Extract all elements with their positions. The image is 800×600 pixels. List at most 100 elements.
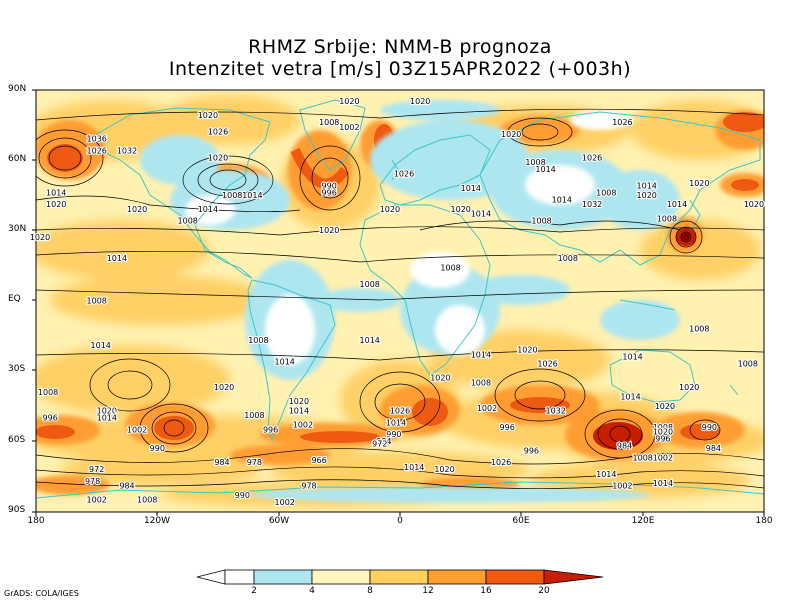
isobar-label: 1014 <box>622 353 642 362</box>
isobar-label: 1020 <box>434 465 454 474</box>
isobar-label: 1002 <box>339 123 359 132</box>
isobar-label: 1014 <box>653 479 673 488</box>
isobar-label: 1026 <box>612 118 632 127</box>
isobar-label: 984 <box>119 482 134 491</box>
isobar-label: 1026 <box>390 407 410 416</box>
isobar-label: 1014 <box>97 414 117 423</box>
isobar-label: 1020 <box>214 383 234 392</box>
colorbar-label: 4 <box>309 586 315 596</box>
isobar-label: 978 <box>301 482 316 491</box>
colorbar-label: 8 <box>367 586 373 596</box>
isobar-label: 1008 <box>222 191 242 200</box>
isobar-label: 1020 <box>380 205 400 214</box>
isobar-label: 1020 <box>339 97 359 106</box>
isobar-label: 1020 <box>289 397 309 406</box>
isobar-label: 1008 <box>689 325 709 334</box>
colorbar-swatch <box>311 569 371 585</box>
isobar-label: 1014 <box>637 182 657 191</box>
lat-label: 90N <box>8 84 27 94</box>
isobar-label: 1002 <box>293 421 313 430</box>
colorbar-label: 12 <box>422 586 434 596</box>
isobar-label: 1020 <box>319 226 339 235</box>
isobar-label: 996 <box>43 414 58 423</box>
isobar-label: 978 <box>85 477 100 486</box>
isobar-label: 1008 <box>531 217 551 226</box>
isobar-label: 1014 <box>46 189 66 198</box>
isobar-label: 1002 <box>87 496 107 505</box>
credit-text: GrADS: COLA/IGES <box>4 589 79 598</box>
isobar-label: 1020 <box>410 97 430 106</box>
isobar-label: 996 <box>322 189 337 198</box>
lon-label: 180 <box>27 516 45 526</box>
isobar-label: 1014 <box>471 350 491 359</box>
isobar-label: 1026 <box>87 146 107 155</box>
isobar-label: 1032 <box>117 146 137 155</box>
isobar-label: 1020 <box>198 111 218 120</box>
isobar-label: 984 <box>376 437 391 446</box>
isobar-label: 1014 <box>471 210 491 219</box>
isobar-label: 1014 <box>198 205 218 214</box>
isobar-label: 1014 <box>91 341 111 350</box>
isobar-label: 1020 <box>46 200 66 209</box>
lon-label: 60E <box>512 516 530 526</box>
isobar-label: 1008 <box>738 360 758 369</box>
lon-label: 120W <box>143 516 171 526</box>
isobar-label: 1014 <box>289 407 309 416</box>
lat-label: 90S <box>8 505 26 515</box>
colorbar-swatch <box>485 569 545 585</box>
lon-label: 60W <box>268 516 290 526</box>
isobar-label: 1014 <box>275 357 295 366</box>
colorbar-label: 20 <box>538 586 550 596</box>
isobar-label: 984 <box>617 442 632 451</box>
colorbar-swatch <box>427 569 487 585</box>
isobar-label: 1008 <box>471 378 491 387</box>
isobar-label: 1036 <box>87 135 107 144</box>
axis-ticks <box>32 89 765 516</box>
isobar-label: 1020 <box>501 130 521 139</box>
isobar-label: 1020 <box>637 191 657 200</box>
isobar-label: 978 <box>247 458 262 467</box>
isobar-label: 972 <box>89 465 104 474</box>
lat-label: EQ <box>8 294 21 304</box>
isobar-label: 1020 <box>208 153 228 162</box>
colorbar-label: 2 <box>251 586 257 596</box>
isobar-label: 990 <box>235 491 250 500</box>
isobar-label: 1032 <box>582 200 602 209</box>
isobar-label: 1014 <box>667 200 687 209</box>
isobar-label: 1014 <box>107 254 127 263</box>
isobar-label: 1014 <box>386 418 406 427</box>
isobar-label: 1020 <box>517 346 537 355</box>
isobar-label: 966 <box>311 456 326 465</box>
isobar-label: 1008 <box>137 496 157 505</box>
isobar-label: 996 <box>524 446 539 455</box>
colorbar-swatch <box>224 569 255 585</box>
isobar-label: 1020 <box>430 374 450 383</box>
isobar-label: 1020 <box>655 402 675 411</box>
isobar-label: 1014 <box>552 196 572 205</box>
isobar-label: 1014 <box>461 184 481 193</box>
isobar-label: 990 <box>150 444 165 453</box>
isobar-label: 1026 <box>537 360 557 369</box>
lat-label: 30N <box>8 224 27 234</box>
isobar-label: 1014 <box>620 393 640 402</box>
isobar-label: 1014 <box>242 191 262 200</box>
colorbar-label: 16 <box>480 586 492 596</box>
isobar-label: 1008 <box>558 254 578 263</box>
isobar-label: 1020 <box>653 428 673 437</box>
lon-label: 0 <box>397 516 403 526</box>
lon-label: 120E <box>631 516 655 526</box>
isobar-label: 1014 <box>596 470 616 479</box>
isobar-label: 1020 <box>30 233 50 242</box>
isobar-label: 990 <box>322 182 337 191</box>
isobar-label: 1008 <box>653 423 673 432</box>
isobar-label: 1008 <box>319 118 339 127</box>
colorbar <box>196 569 604 585</box>
isobar-label: 990 <box>386 430 401 439</box>
isobar-label: 1008 <box>525 158 545 167</box>
isobar-label: 1008 <box>360 280 380 289</box>
isobar-label: 1020 <box>689 179 709 188</box>
lon-label: 180 <box>755 516 773 526</box>
isobar-label: 1008 <box>657 214 677 223</box>
